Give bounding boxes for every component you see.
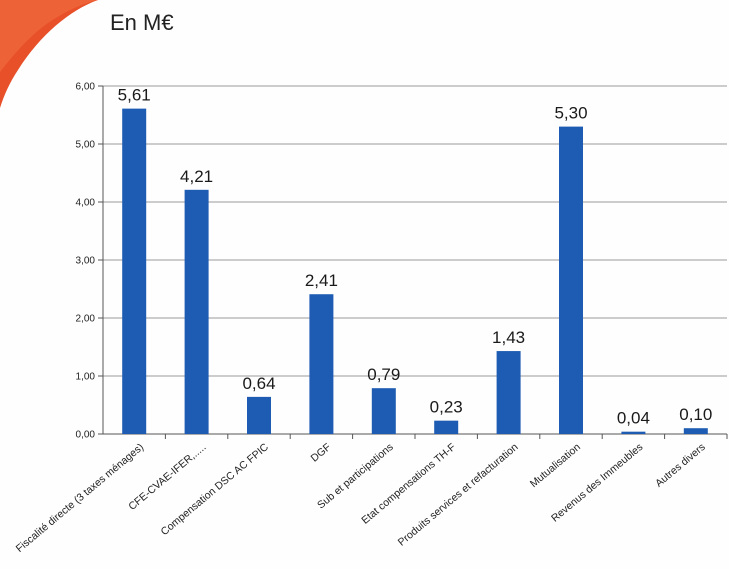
category-label: Produits services et refacturation <box>396 441 521 549</box>
value-label: 5,30 <box>554 104 587 123</box>
value-label: 0,23 <box>430 398 463 417</box>
category-label: Mutualisation <box>528 441 583 490</box>
value-label: 0,04 <box>617 409 650 428</box>
value-label: 0,64 <box>242 374 275 393</box>
category-label: Compensation DSC AC FPIC <box>159 441 272 538</box>
value-label: 0,10 <box>679 405 712 424</box>
y-tick-label: 6,00 <box>76 82 96 93</box>
bar <box>496 351 521 434</box>
value-label: 0,79 <box>367 365 400 384</box>
bar <box>434 420 459 434</box>
decorative-corner-swoosh <box>0 0 98 108</box>
y-tick-label: 4,00 <box>76 198 96 209</box>
bar <box>371 388 396 434</box>
unit-label: En M€ <box>110 10 174 35</box>
category-labels: Fiscalité directe (3 taxes ménages)CFE-C… <box>14 441 708 555</box>
bar <box>621 431 646 434</box>
bar <box>559 126 583 434</box>
y-tick-label: 3,00 <box>76 256 96 267</box>
bar <box>247 396 271 434</box>
y-tick-label: 2,00 <box>76 314 96 325</box>
bar <box>122 108 147 435</box>
value-labels: 5,61 4,21 0,64 2,41 0,79 0,23 1,43 5,30 0,04 0,10 <box>118 86 713 428</box>
value-label: 2,41 <box>305 271 338 290</box>
bar <box>184 189 209 434</box>
bar <box>683 428 708 434</box>
y-tick-label: 1,00 <box>76 372 96 383</box>
bars <box>122 108 708 435</box>
category-label: DGF <box>309 441 334 464</box>
value-label: 4,21 <box>180 167 213 186</box>
value-label: 5,61 <box>118 86 151 105</box>
y-tick-label: 0,00 <box>76 430 96 441</box>
category-label: Fiscalité directe (3 taxes ménages) <box>14 441 146 555</box>
bar <box>309 294 334 434</box>
y-tick-labels: 0,00 1,00 2,00 3,00 4,00 5,00 6,00 <box>76 82 96 441</box>
value-label: 1,43 <box>492 328 525 347</box>
y-tick-label: 5,00 <box>76 140 96 151</box>
category-label: Autres divers <box>653 441 708 490</box>
